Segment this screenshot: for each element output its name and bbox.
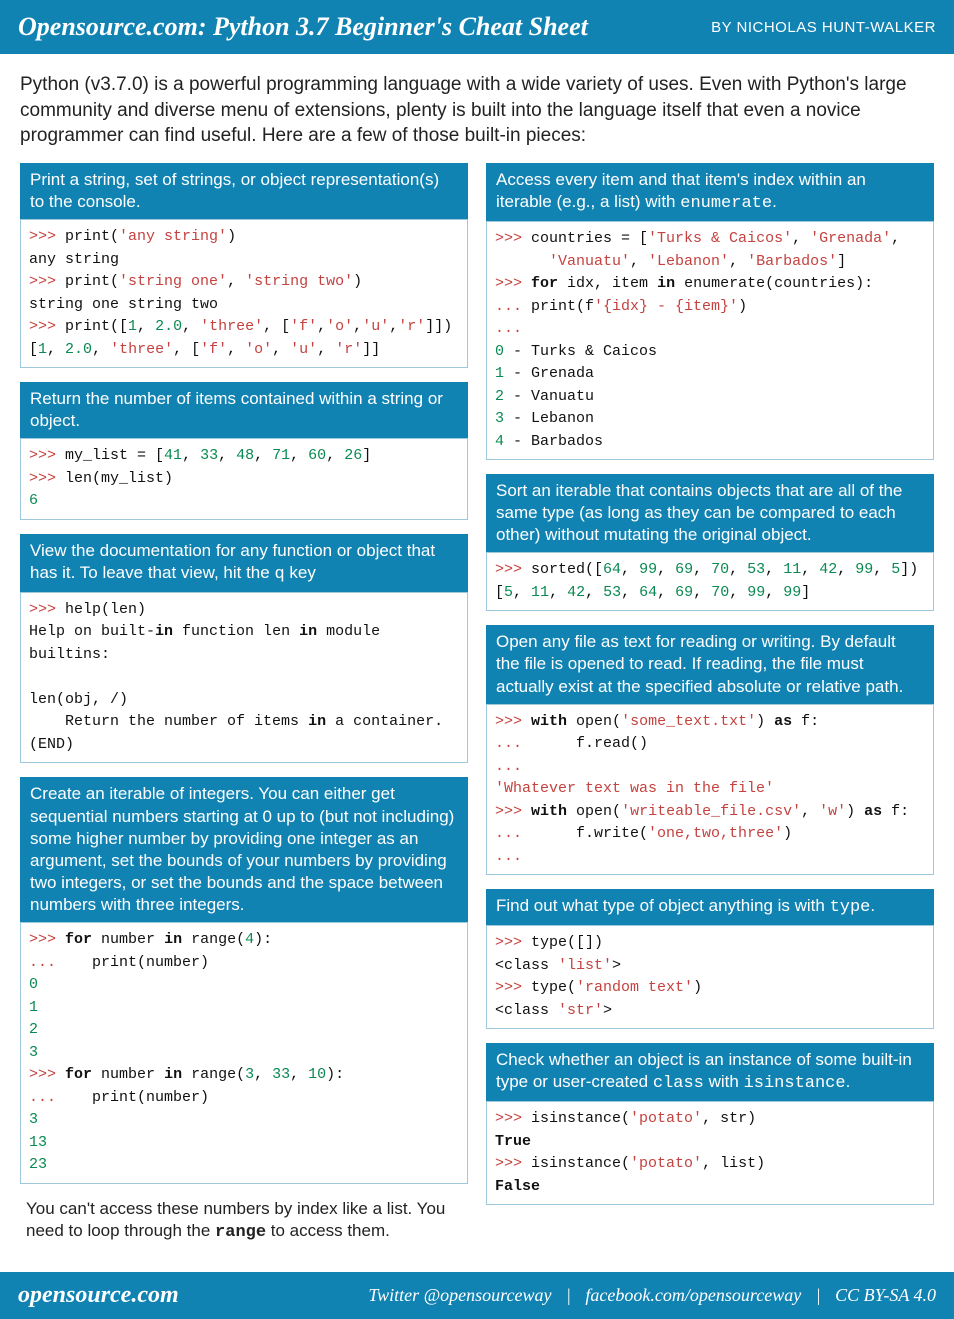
footer-sep: | <box>566 1285 571 1305</box>
section-head-help-key: q <box>274 565 284 584</box>
isi-head-kw2: isinstance <box>744 1074 846 1093</box>
code-len: >>> my_list = [41, 33, 48, 71, 60, 26] >… <box>20 438 468 520</box>
section-head-isinstance: Check whether an object is an instance o… <box>486 1043 934 1101</box>
author: BY NICHOLAS HUNT-WALKER <box>711 19 936 36</box>
section-head-print: Print a string, set of strings, or objec… <box>20 163 468 219</box>
range-note-post: to access them. <box>266 1221 390 1240</box>
type-head-post: . <box>870 896 875 915</box>
header-bar: Opensource.com: Python 3.7 Beginner's Ch… <box>0 0 954 54</box>
range-note-kw: range <box>215 1223 266 1242</box>
code-range: >>> for number in range(4): ... print(nu… <box>20 922 468 1184</box>
footer-bar: opensource.com Twitter @opensourceway | … <box>0 1272 954 1319</box>
footer-sep: | <box>816 1285 821 1305</box>
code-help: >>> help(len) Help on built-in function … <box>20 592 468 764</box>
code-type: >>> type([]) <class 'list'> >>> type('ra… <box>486 925 934 1029</box>
enum-head-kw: enumerate <box>680 194 772 213</box>
isi-head-post: . <box>846 1072 851 1091</box>
footer-twitter: Twitter @opensourceway <box>368 1285 551 1305</box>
section-head-len: Return the number of items contained wit… <box>20 382 468 438</box>
type-head-pre: Find out what type of object anything is… <box>496 896 830 915</box>
footer-site: opensource.com <box>18 1282 368 1309</box>
section-head-type: Find out what type of object anything is… <box>486 889 934 925</box>
code-isinstance: >>> isinstance('potato', str) True >>> i… <box>486 1101 934 1205</box>
section-head-help-pre: View the documentation for any function … <box>30 541 435 582</box>
isi-head-kw1: class <box>653 1074 704 1093</box>
left-column: Print a string, set of strings, or objec… <box>20 163 468 1254</box>
section-head-sorted: Sort an iterable that contains objects t… <box>486 474 934 552</box>
section-head-range: Create an iterable of integers. You can … <box>20 777 468 922</box>
range-note: You can't access these numbers by index … <box>20 1194 468 1254</box>
page-title: Opensource.com: Python 3.7 Beginner's Ch… <box>18 12 588 42</box>
code-print: >>> print('any string') any string >>> p… <box>20 219 468 368</box>
type-head-kw: type <box>830 898 871 917</box>
footer-links: Twitter @opensourceway | facebook.com/op… <box>368 1285 936 1306</box>
footer-facebook: facebook.com/opensourceway <box>585 1285 801 1305</box>
section-head-help: View the documentation for any function … <box>20 534 468 592</box>
content-columns: Print a string, set of strings, or objec… <box>0 163 954 1272</box>
footer-license: CC BY-SA 4.0 <box>835 1285 936 1305</box>
code-sorted: >>> sorted([64, 99, 69, 70, 53, 11, 42, … <box>486 552 934 611</box>
isi-head-mid: with <box>704 1072 744 1091</box>
section-head-help-post: key <box>285 563 316 582</box>
section-head-enumerate: Access every item and that item's index … <box>486 163 934 221</box>
code-open: >>> with open('some_text.txt') as f: ...… <box>486 704 934 876</box>
enum-head-post: . <box>772 192 777 211</box>
code-enumerate: >>> countries = ['Turks & Caicos', 'Gren… <box>486 221 934 460</box>
section-head-open: Open any file as text for reading or wri… <box>486 625 934 703</box>
intro-text: Python (v3.7.0) is a powerful programmin… <box>0 54 954 163</box>
right-column: Access every item and that item's index … <box>486 163 934 1254</box>
